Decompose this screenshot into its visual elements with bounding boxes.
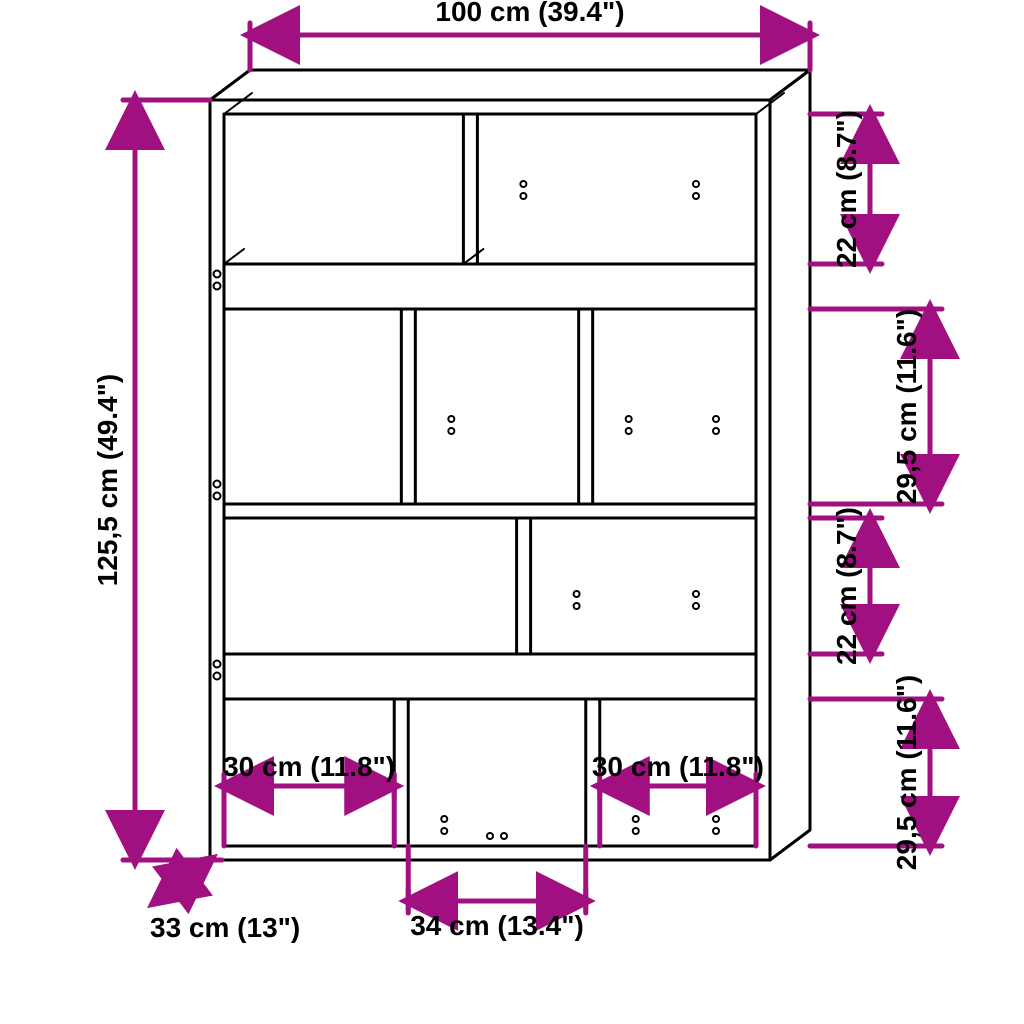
cabinet-outline bbox=[210, 70, 810, 860]
dim-row2-h: 29,5 cm (11.6") bbox=[891, 309, 922, 504]
dim-row4-h: 29,5 cm (11.6") bbox=[891, 675, 922, 870]
dim-depth: 33 cm (13") bbox=[150, 912, 300, 943]
dim-height-left: 125,5 cm (49.4") bbox=[92, 374, 123, 587]
dim-bottom-left: 30 cm (11.8") bbox=[223, 751, 395, 782]
dim-row3-h: 22 cm (8.7") bbox=[831, 507, 862, 665]
dim-bottom-mid: 34 cm (13.4") bbox=[410, 910, 584, 941]
dim-bottom-right: 30 cm (11.8") bbox=[592, 751, 764, 782]
dimension-lines: 100 cm (39.4") 125,5 cm (49.4") 33 cm (13"… bbox=[92, 0, 942, 943]
dim-width-top: 100 cm (39.4") bbox=[435, 0, 624, 27]
furniture-dimension-diagram: 100 cm (39.4") 125,5 cm (49.4") 33 cm (13"… bbox=[0, 0, 1024, 1024]
dim-row1-h: 22 cm (8.7") bbox=[831, 110, 862, 268]
